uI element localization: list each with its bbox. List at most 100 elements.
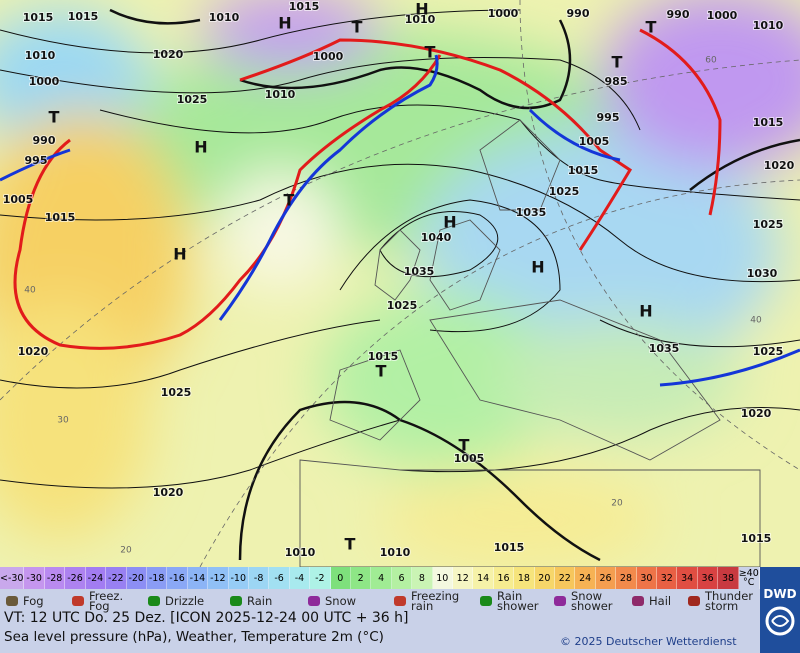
weather-label: Rain shower [497, 589, 539, 613]
colorbar-cell: 4 [371, 567, 392, 589]
logo-text: DWD [763, 587, 797, 601]
isotherm-label: 40 [24, 286, 36, 296]
colorbar-cell: <-30 [0, 567, 25, 589]
weather-label: Freez. Fog [89, 589, 124, 613]
colorbar-cell: -30 [24, 567, 45, 589]
colorbar-cell: 26 [595, 567, 617, 589]
low-pressure: T [459, 436, 470, 455]
isobar-label: 1025 [161, 386, 192, 399]
weather-label: Rain [247, 594, 273, 608]
weather-icon [308, 596, 320, 606]
colorbar-cell: -10 [228, 567, 249, 589]
isobar-label: 1015 [23, 11, 54, 24]
low-pressure: T [352, 18, 363, 37]
isobar-label: 1035 [516, 206, 547, 219]
isobar-label: 990 [33, 134, 56, 147]
weather-label: Hail [649, 594, 672, 608]
colorbar-cell: 38 [718, 567, 739, 589]
isobar-label: 1025 [177, 93, 208, 106]
isobar-label: 1010 [25, 49, 56, 62]
colorbar-cell: 8 [412, 567, 433, 589]
valid-time: VT: 12 UTC Do. 25 Dez. [ICON 2025-12-24 … [4, 610, 409, 626]
colorbar-cell: -2 [310, 567, 331, 589]
isobar-label: 1020 [764, 159, 795, 172]
high-pressure: H [278, 14, 291, 33]
isobar-label: 1015 [289, 0, 320, 13]
isobar-label: 1020 [18, 345, 49, 358]
low-pressure: T [284, 191, 295, 210]
isotherm-label: 30 [57, 416, 69, 426]
colorbar-cell: 32 [657, 567, 678, 589]
colorbar-cell: -4 [289, 567, 311, 589]
isobar-label: 1010 [380, 546, 411, 559]
high-pressure: H [194, 138, 207, 157]
isobar-label: 1025 [753, 218, 784, 231]
isotherm-label: 60 [705, 56, 717, 66]
isobar-label: 1040 [421, 231, 452, 244]
high-pressure: H [173, 245, 186, 264]
weather-icon [394, 596, 406, 606]
weather-icon [6, 596, 18, 606]
colorbar-cell: 22 [555, 567, 576, 589]
high-pressure: H [531, 258, 544, 277]
colorbar-cell: 36 [697, 567, 719, 589]
colorbar-cell: -12 [208, 567, 229, 589]
low-pressure: T [646, 18, 657, 37]
isobar-label: 1010 [285, 546, 316, 559]
weather-label: Drizzle [165, 594, 205, 608]
isobar-label: 990 [667, 8, 690, 21]
isobar-label: 1025 [549, 185, 580, 198]
isobar-label: 1010 [405, 13, 436, 26]
colorbar-cell: 10 [432, 567, 454, 589]
weather-label: Freezing rain [411, 589, 460, 613]
high-pressure: H [639, 302, 652, 321]
colorbar-cell: ≥40 °C [738, 567, 760, 589]
weather-icon [480, 596, 492, 606]
isobar-label: 1015 [568, 164, 599, 177]
weather-icon [554, 596, 566, 606]
weather-legend-item: Freezing rain [394, 590, 466, 612]
weather-legend-item: Rain shower [480, 590, 552, 612]
weather-legend-item: Thunder storm [688, 590, 760, 612]
isobar-label: 1015 [494, 541, 525, 554]
isobar-label: 1005 [454, 452, 485, 465]
colorbar-cell: 18 [514, 567, 535, 589]
isobar-label: 1025 [387, 299, 418, 312]
colorbar-cell: -16 [167, 567, 188, 589]
dwd-logo: DWD [760, 567, 800, 653]
weather-icon [632, 596, 644, 606]
weather-map: 1015 1015 1010 1015 1010 1000 990 990 1000 1010 10… [0, 0, 800, 567]
colorbar-cell: -28 [44, 567, 66, 589]
isobar-label: 1015 [753, 116, 784, 129]
isobar-label: 1000 [313, 50, 344, 63]
high-pressure: H [443, 213, 456, 232]
colorbar-cell: 30 [636, 567, 658, 589]
isobar-label: 1000 [29, 75, 60, 88]
weather-label: Snow shower [571, 589, 613, 613]
weather-legend-item: Snow shower [554, 590, 626, 612]
weather-legend-item: Hail [632, 590, 671, 612]
isobar-label: 1020 [153, 486, 184, 499]
high-pressure: H [415, 0, 428, 19]
low-pressure: T [425, 43, 436, 62]
colorbar-cell: -8 [248, 567, 270, 589]
colorbar-cell: 12 [453, 567, 474, 589]
colorbar-cell: 2 [350, 567, 372, 589]
low-pressure: T [49, 108, 60, 127]
isobar-label: 1015 [68, 10, 99, 23]
isobar-label: 1030 [747, 267, 778, 280]
weather-label: Fog [23, 594, 44, 608]
low-pressure: T [376, 362, 387, 381]
copyright: © 2025 Deutscher Wetterdienst [560, 635, 737, 648]
colorbar-cell: -22 [106, 567, 127, 589]
isobar-label: 985 [605, 75, 628, 88]
low-pressure: T [612, 53, 623, 72]
colorbar-cell: -20 [126, 567, 147, 589]
isobar-label: 1015 [45, 211, 76, 224]
colorbar-cell: -14 [187, 567, 209, 589]
temperature-colorbar: <-30 -30 -28 -26 -24 -22 -20 -18 -16 -14 -12 -10 -8-… [0, 567, 760, 589]
isobar-label: 995 [597, 111, 620, 124]
colorbar-cell: 24 [575, 567, 596, 589]
weather-icon [230, 596, 242, 606]
